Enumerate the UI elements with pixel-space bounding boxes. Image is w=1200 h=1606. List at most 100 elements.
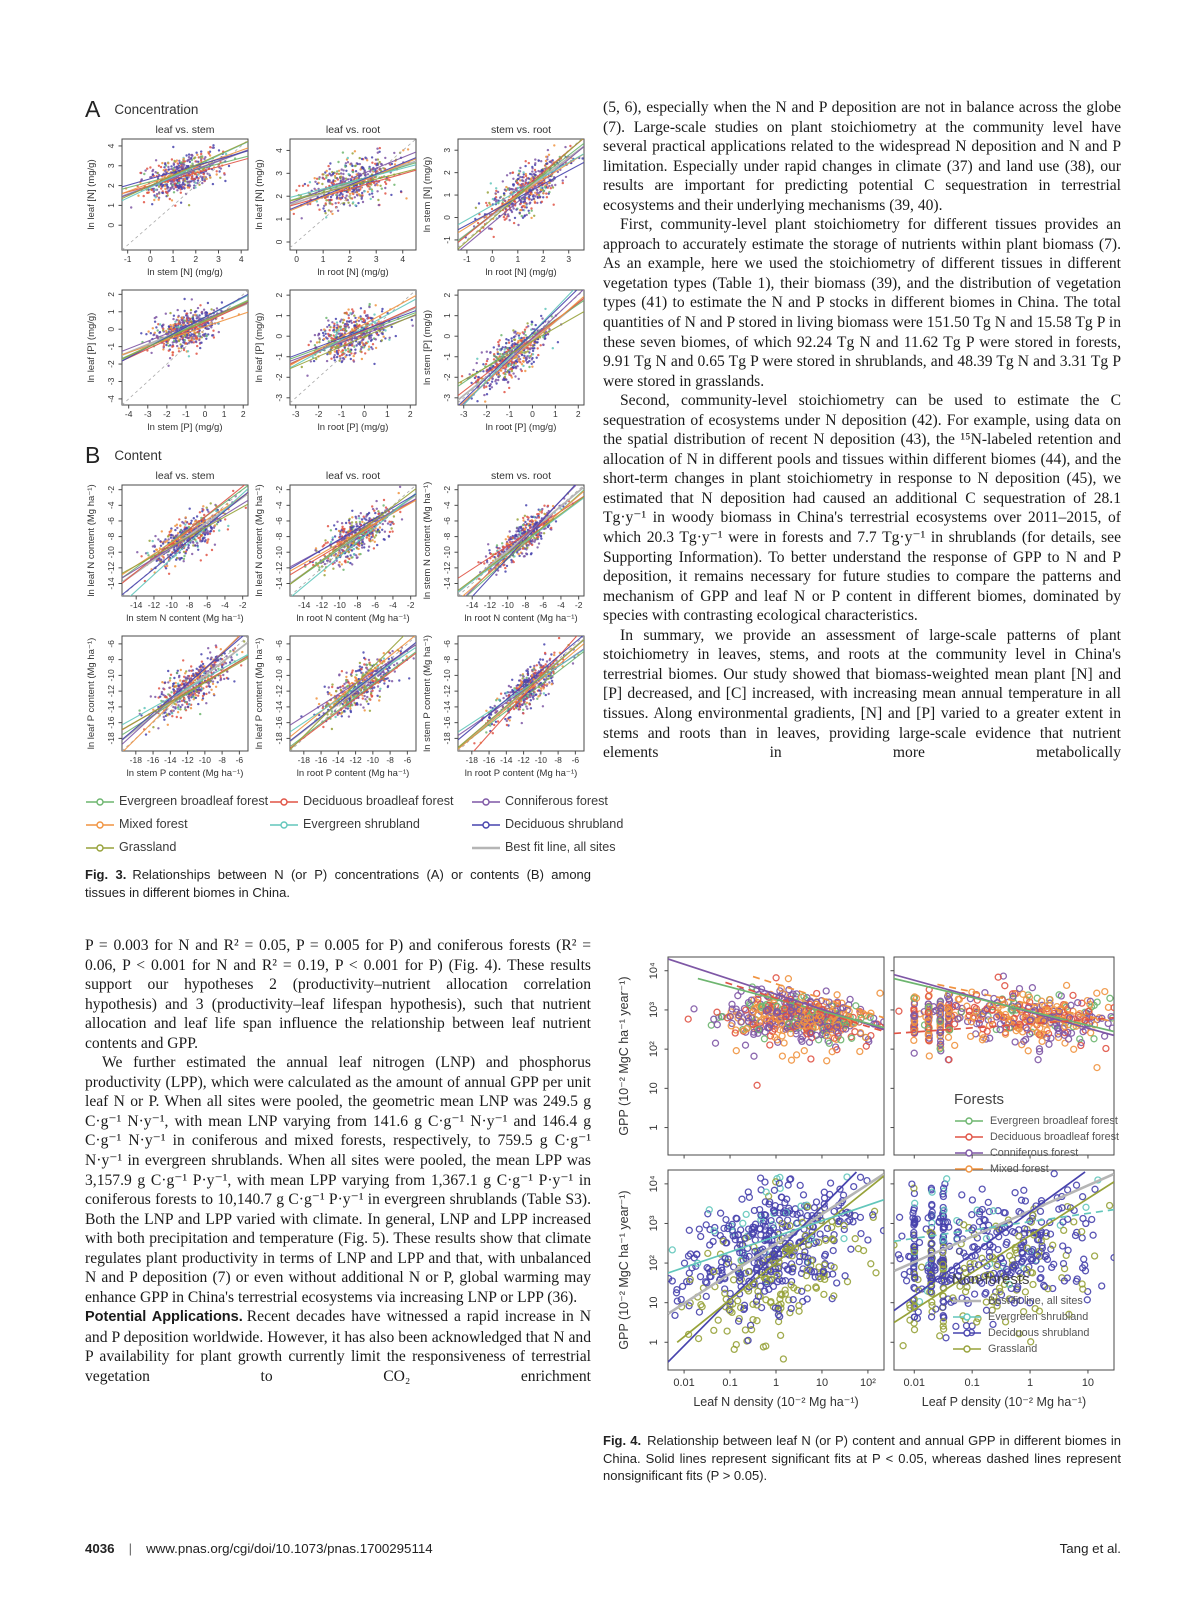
svg-text:2: 2 (106, 292, 116, 297)
fig3-plot-leaf-stem-n-content: leaf vs. stem -14 -12 -10 -8 -6 -4 -2 -14 -12 -10-… (85, 468, 253, 631)
figure-3: A Concentration leaf vs. stem -1 0 1 2 3 4 0 1 2 3 4… (85, 96, 623, 901)
mixed-forest-marker-icon (954, 1164, 984, 1174)
svg-text:-3: -3 (144, 409, 152, 419)
svg-text:-14: -14 (106, 577, 116, 590)
svg-text:-12: -12 (484, 600, 497, 610)
svg-text:1: 1 (553, 409, 558, 419)
svg-text:-4: -4 (557, 600, 565, 610)
legend-item-evergreen-broadleaf-forest: Evergreen broadleaf forest (85, 794, 269, 808)
svg-text:0: 0 (106, 223, 116, 228)
fig4-grid: 1 10 10² 10³ 10⁴ GPP (10⁻² MgC ha⁻¹ year⁻¹) 0… (616, 953, 1120, 1423)
fig3-panel-b-header: B Content (85, 444, 591, 467)
svg-text:2: 2 (106, 183, 116, 188)
fig4-caption-text: Relationship between leaf N (or P) conte… (603, 1433, 1121, 1484)
svg-text:-4: -4 (274, 501, 284, 509)
svg-text:-2: -2 (239, 600, 247, 610)
section-heading: Potential Applications. (85, 1309, 243, 1326)
svg-text:2: 2 (442, 293, 452, 298)
fig4-plot-gpp-leafp-nonforests: 0.01 0.1 1 10 Leaf P density (10⁻² Mg ha⁻¹) (888, 1166, 1120, 1423)
fig3-plot-leaf-stem-n: leaf vs. stem -1 0 1 2 3 4 0 1 2 3 4 ln stem [N] (mg… (85, 122, 253, 285)
svg-text:ln stem [N] (mg/g): ln stem [N] (mg/g) (147, 267, 223, 278)
svg-text:-2: -2 (315, 409, 323, 419)
legend-label: Evergreen shrubland (303, 817, 420, 831)
conniferous-forest-marker-icon (954, 1148, 984, 1158)
fig3-caption-label: Fig. 3. (85, 867, 127, 882)
svg-text:-3: -3 (442, 394, 452, 402)
svg-text:leaf vs. stem: leaf vs. stem (156, 124, 215, 136)
fig3-plot-leaf-stem-p-content: -18 -16 -14 -12 -10 -8 -6 -18 -16 -14 -12 -10 -8 -6 ln… (85, 631, 253, 786)
svg-text:-10: -10 (334, 600, 347, 610)
svg-text:leaf vs. root: leaf vs. root (326, 124, 380, 136)
svg-text:-14: -14 (442, 577, 452, 590)
svg-text:-12: -12 (274, 561, 284, 574)
legend-label: Evergreen shrubland (988, 1311, 1089, 1323)
running-authors: Tang et al. (1059, 1541, 1121, 1556)
fig4-nonforests-legend-title: Non-forests (952, 1271, 1030, 1288)
svg-text:4: 4 (239, 254, 244, 264)
svg-text:-3: -3 (106, 377, 116, 385)
fig4-row-forests: 1 10 10² 10³ 10⁴ GPP (10⁻² MgC ha⁻¹ year⁻¹) (616, 953, 1120, 1166)
grassland-marker-icon (952, 1344, 982, 1354)
svg-text:-2: -2 (274, 486, 284, 494)
svg-text:1: 1 (274, 313, 284, 318)
panel-a-title: Concentration (114, 102, 199, 117)
svg-text:3: 3 (374, 254, 379, 264)
legend-item-mixed-forest: Mixed forest (85, 817, 269, 831)
svg-text:1: 1 (171, 254, 176, 264)
svg-text:-12: -12 (148, 600, 161, 610)
fig3-legend: Evergreen broadleaf forest Deciduous bro… (85, 794, 623, 854)
body-paragraph: In summary, we provide an assessment of … (603, 626, 1121, 762)
svg-text:-2: -2 (163, 409, 171, 419)
svg-text:-10: -10 (274, 546, 284, 559)
legend-item-conniferous-forest: Conniferous forest (471, 794, 608, 808)
svg-text:-10: -10 (106, 546, 116, 559)
legend-item-deciduous-shrubland: Deciduous shrubland (471, 817, 623, 831)
fig3-plot-stem-root-n-content: stem vs. root -14 -12 -10 -8 -6 -4 -2 -14 -12 -10-… (421, 468, 589, 631)
fig3-plot-stem-root-n: stem vs. root -1 0 1 2 3 -1 0 1 2 3 ln root [N] (mg… (421, 122, 589, 285)
svg-text:-6: -6 (106, 517, 116, 525)
legend-label: Deciduous broadleaf forest (990, 1131, 1120, 1143)
evergreen-shrubland-marker-icon (952, 1312, 982, 1322)
svg-text:-2: -2 (442, 373, 452, 381)
legend-label: Mixed forest (119, 817, 188, 831)
svg-text:-3: -3 (274, 394, 284, 402)
svg-text:3: 3 (442, 148, 452, 153)
footer-divider: | (128, 1541, 133, 1556)
legend-label: Deciduous shrubland (988, 1327, 1090, 1339)
right-column-text: (5, 6), especially when the N and P depo… (603, 98, 1121, 763)
svg-text:-2: -2 (407, 600, 415, 610)
svg-text:-1: -1 (442, 353, 452, 361)
legend-item-grassland: Grassland (952, 1341, 1089, 1357)
fig3-plot-leaf-stem-p: -4 -3 -2 -1 0 1 2 -4 -3 -2 -1 0 1 2 ln stem [P] (mg/g)… (85, 285, 253, 440)
svg-text:-1: -1 (274, 353, 284, 361)
legend-item-best-fit-line: Best fit line, all sites (471, 840, 616, 854)
fig4-legend-forests: Forests Evergreen broadleaf forest Decid… (954, 1091, 1119, 1177)
svg-text:-6: -6 (203, 600, 211, 610)
svg-text:-8: -8 (106, 533, 116, 541)
deciduous-shrubland-marker-icon (952, 1328, 982, 1338)
svg-text:ln leaf N content (Mg ha⁻¹): ln leaf N content (Mg ha⁻¹) (254, 484, 265, 596)
evergreen-broadleaf-forest-marker-icon (85, 796, 115, 806)
panel-b-title: Content (114, 448, 162, 463)
svg-text:stem vs. root: stem vs. root (491, 470, 551, 482)
svg-text:-10: -10 (166, 600, 179, 610)
svg-text:2: 2 (576, 409, 581, 419)
legend-label: Deciduous shrubland (505, 817, 624, 831)
svg-text:stem vs. root: stem vs. root (491, 124, 551, 136)
svg-text:-14: -14 (466, 600, 479, 610)
panel-a-letter: A (85, 96, 101, 122)
svg-text:-4: -4 (389, 600, 397, 610)
svg-text:ln root [P] (mg/g): ln root [P] (mg/g) (318, 422, 389, 433)
deciduous-broadleaf-forest-marker-icon (954, 1132, 984, 1142)
svg-text:ln root N content (Mg ha⁻¹): ln root N content (Mg ha⁻¹) (296, 613, 409, 624)
svg-text:3: 3 (274, 171, 284, 176)
fig3-plot-leaf-root-n-content: leaf vs. root -14 -12 -10 -8 -6 -4 -2 -14 -12 -10-… (253, 468, 421, 631)
svg-text:-3: -3 (460, 409, 468, 419)
svg-text:leaf vs. root: leaf vs. root (326, 470, 380, 482)
svg-text:4: 4 (274, 148, 284, 153)
fig3-plot-leaf-root-p-content: -18 -16 -14 -12 -10 -8 -6 -18 -16 -14 -12 -10 -8 -6 ln… (253, 631, 421, 786)
svg-text:0: 0 (530, 409, 535, 419)
svg-text:2: 2 (241, 409, 246, 419)
evergreen-broadleaf-forest-marker-icon (954, 1116, 984, 1126)
